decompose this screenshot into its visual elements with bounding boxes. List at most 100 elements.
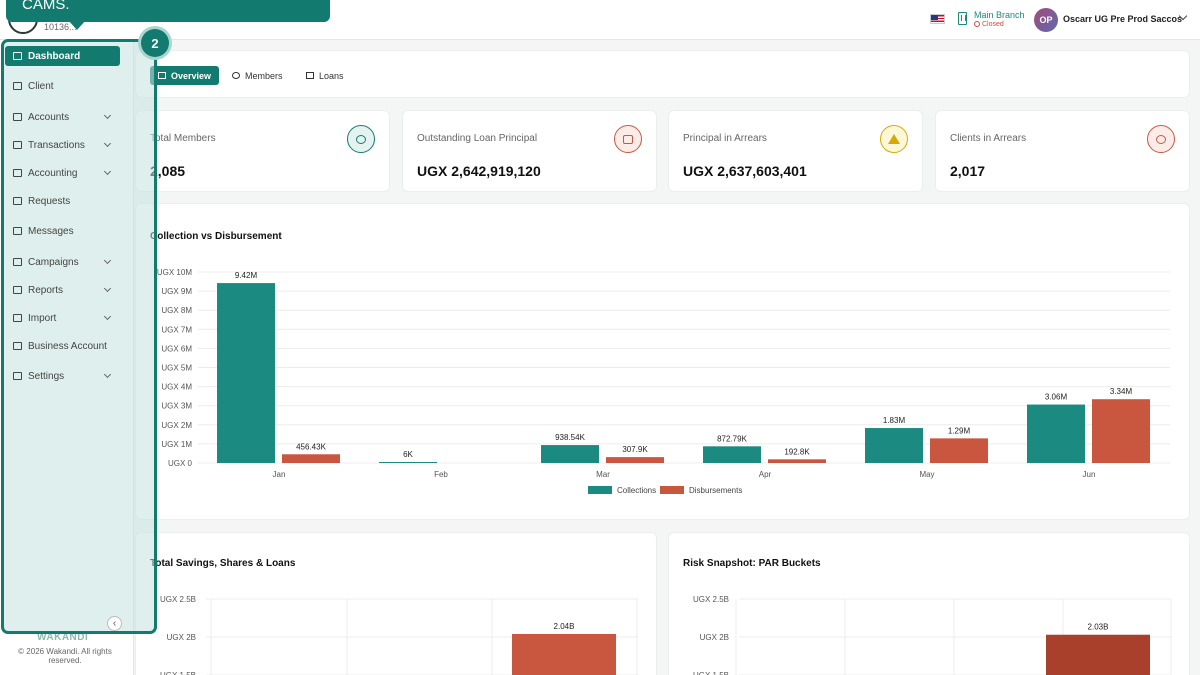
stat-label: Clients in Arrears [950, 133, 1027, 144]
chart-title: Total Savings, Shares & Loans [150, 558, 296, 569]
tour-tooltip: CAMS. [6, 0, 330, 22]
tab-members[interactable]: Members [224, 66, 291, 85]
chevron-down-icon[interactable] [103, 256, 112, 265]
transactions-icon [13, 141, 22, 149]
y-tick-label: UGX 1M [161, 440, 192, 449]
y-tick-label: UGX 10M [157, 268, 192, 277]
chart-title: Collection vs Disbursement [150, 231, 282, 242]
user-menu[interactable]: Oscarr UG Pre Prod Saccos [1063, 14, 1183, 24]
sidebar-item-label: Reports [28, 284, 64, 296]
sidebar-item-business-account[interactable]: Business Account [5, 336, 120, 356]
y-tick-label: UGX 7M [161, 325, 192, 334]
data-label: 192.8K [784, 447, 810, 456]
x-tick-label: Mar [596, 470, 610, 479]
data-label: 2.04B [554, 622, 575, 631]
legend-label-disbursements: Disbursements [689, 486, 742, 495]
bar-collections [703, 446, 761, 463]
tab-members-label: Members [245, 70, 283, 81]
savings-shares-loans-card: Total Savings, Shares & Loans UGX 2.5B UG… [135, 532, 657, 675]
sidebar-item-requests[interactable]: Requests [5, 191, 120, 211]
stat-value: 2,017 [950, 163, 986, 179]
chevron-down-icon[interactable] [103, 167, 112, 176]
sidebar-item-label: Accounting [28, 167, 78, 179]
x-tick-label: Feb [434, 470, 448, 479]
chevron-down-icon[interactable] [103, 139, 112, 148]
branch-selector[interactable]: Main Branch [974, 10, 1025, 20]
bar-collections [379, 462, 437, 463]
bar-disbursements [768, 459, 826, 463]
brand-subtitle: 10136... [44, 22, 77, 32]
footer-brand: WAKANDI [37, 632, 89, 643]
stat-value: UGX 2,642,919,120 [417, 163, 541, 179]
sidebar-item-label: Accounts [28, 111, 70, 123]
stat-card-principal-arrears: Principal in Arrears UGX 2,637,603,401 [668, 110, 923, 192]
sidebar-item-dashboard[interactable]: Dashboard [5, 46, 120, 66]
members-icon [232, 72, 240, 79]
bar-disbursements [282, 454, 340, 463]
tour-tooltip-arrow [68, 20, 86, 30]
y-tick-label: UGX 0 [168, 459, 193, 468]
bar-collections [1027, 404, 1085, 463]
y-tick-label: UGX 1.5B [160, 671, 196, 675]
bar-disbursements [930, 438, 988, 463]
chevron-down-icon[interactable] [103, 284, 112, 293]
x-tick-label: Apr [759, 470, 772, 479]
stat-card-outstanding-loan: Outstanding Loan Principal UGX 2,642,919… [402, 110, 657, 192]
data-label: 2.03B [1088, 623, 1109, 632]
tab-loans[interactable]: Loans [298, 66, 352, 85]
requests-icon [13, 197, 22, 205]
savings-shares-loans-chart: UGX 2.5B UGX 2B UGX 1.5B 2.04B [160, 595, 638, 675]
bar [512, 633, 616, 675]
data-label: 9.42M [235, 271, 258, 280]
bar-disbursements [606, 457, 664, 463]
chevron-down-icon[interactable] [103, 312, 112, 321]
chevron-down-icon[interactable] [103, 370, 112, 379]
chevron-down-icon[interactable] [103, 111, 112, 120]
stat-label: Principal in Arrears [683, 133, 767, 144]
building-icon [958, 12, 967, 25]
bar-collections [541, 445, 599, 463]
accounts-icon [13, 113, 22, 121]
sidebar-item-settings[interactable]: Settings [5, 366, 120, 386]
chart-title: Risk Snapshot: PAR Buckets [683, 558, 821, 569]
sidebar-item-label: Requests [28, 195, 71, 207]
sidebar-item-campaigns[interactable]: Campaigns [5, 252, 120, 272]
y-tick-label: UGX 3M [161, 402, 192, 411]
stat-value: 2,085 [150, 163, 186, 179]
stat-card-total-members: Total Members 2,085 [135, 110, 390, 192]
y-tick-label: UGX 2B [700, 633, 729, 642]
y-tick-label: UGX 6M [161, 344, 192, 353]
sidebar-item-import[interactable]: Import [5, 308, 120, 328]
sidebar-item-accounting[interactable]: Accounting [5, 163, 120, 183]
us-flag-icon[interactable] [930, 14, 945, 24]
sidebar-item-label: Client [28, 80, 54, 92]
avatar[interactable]: OP [1034, 8, 1058, 32]
messages-icon [13, 227, 22, 235]
collapse-sidebar-button[interactable]: ‹ [107, 616, 122, 631]
y-tick-label: UGX 2B [167, 633, 196, 642]
settings-icon [13, 372, 22, 380]
tour-step-badge: 2 [141, 29, 169, 57]
sidebar-item-messages[interactable]: Messages [5, 221, 120, 241]
warning-icon [880, 125, 908, 153]
stat-label: Total Members [150, 133, 216, 144]
stat-value: UGX 2,637,603,401 [683, 163, 807, 179]
import-icon [13, 314, 22, 322]
par-buckets-card: Risk Snapshot: PAR Buckets UGX 2.5B UGX 2… [668, 532, 1190, 675]
y-tick-label: UGX 2.5B [160, 595, 196, 604]
sidebar-item-client[interactable]: Client [5, 76, 120, 96]
sidebar-item-label: Business Account [28, 340, 107, 352]
home-icon [13, 52, 22, 60]
y-tick-label: UGX 5M [161, 364, 192, 373]
sidebar-item-accounts[interactable]: Accounts [5, 107, 120, 127]
data-label: 6K [403, 450, 413, 459]
data-label: 3.06M [1045, 393, 1068, 402]
sidebar-item-label: Settings [28, 370, 65, 382]
tour-highlight-frame [1, 39, 157, 634]
sidebar-item-reports[interactable]: Reports [5, 280, 120, 300]
tab-overview[interactable]: Overview [150, 66, 220, 85]
card-icon [306, 72, 314, 79]
sidebar-item-label: Messages [28, 225, 74, 237]
sidebar-item-transactions[interactable]: Transactions [5, 135, 120, 155]
bar-collections [865, 428, 923, 463]
